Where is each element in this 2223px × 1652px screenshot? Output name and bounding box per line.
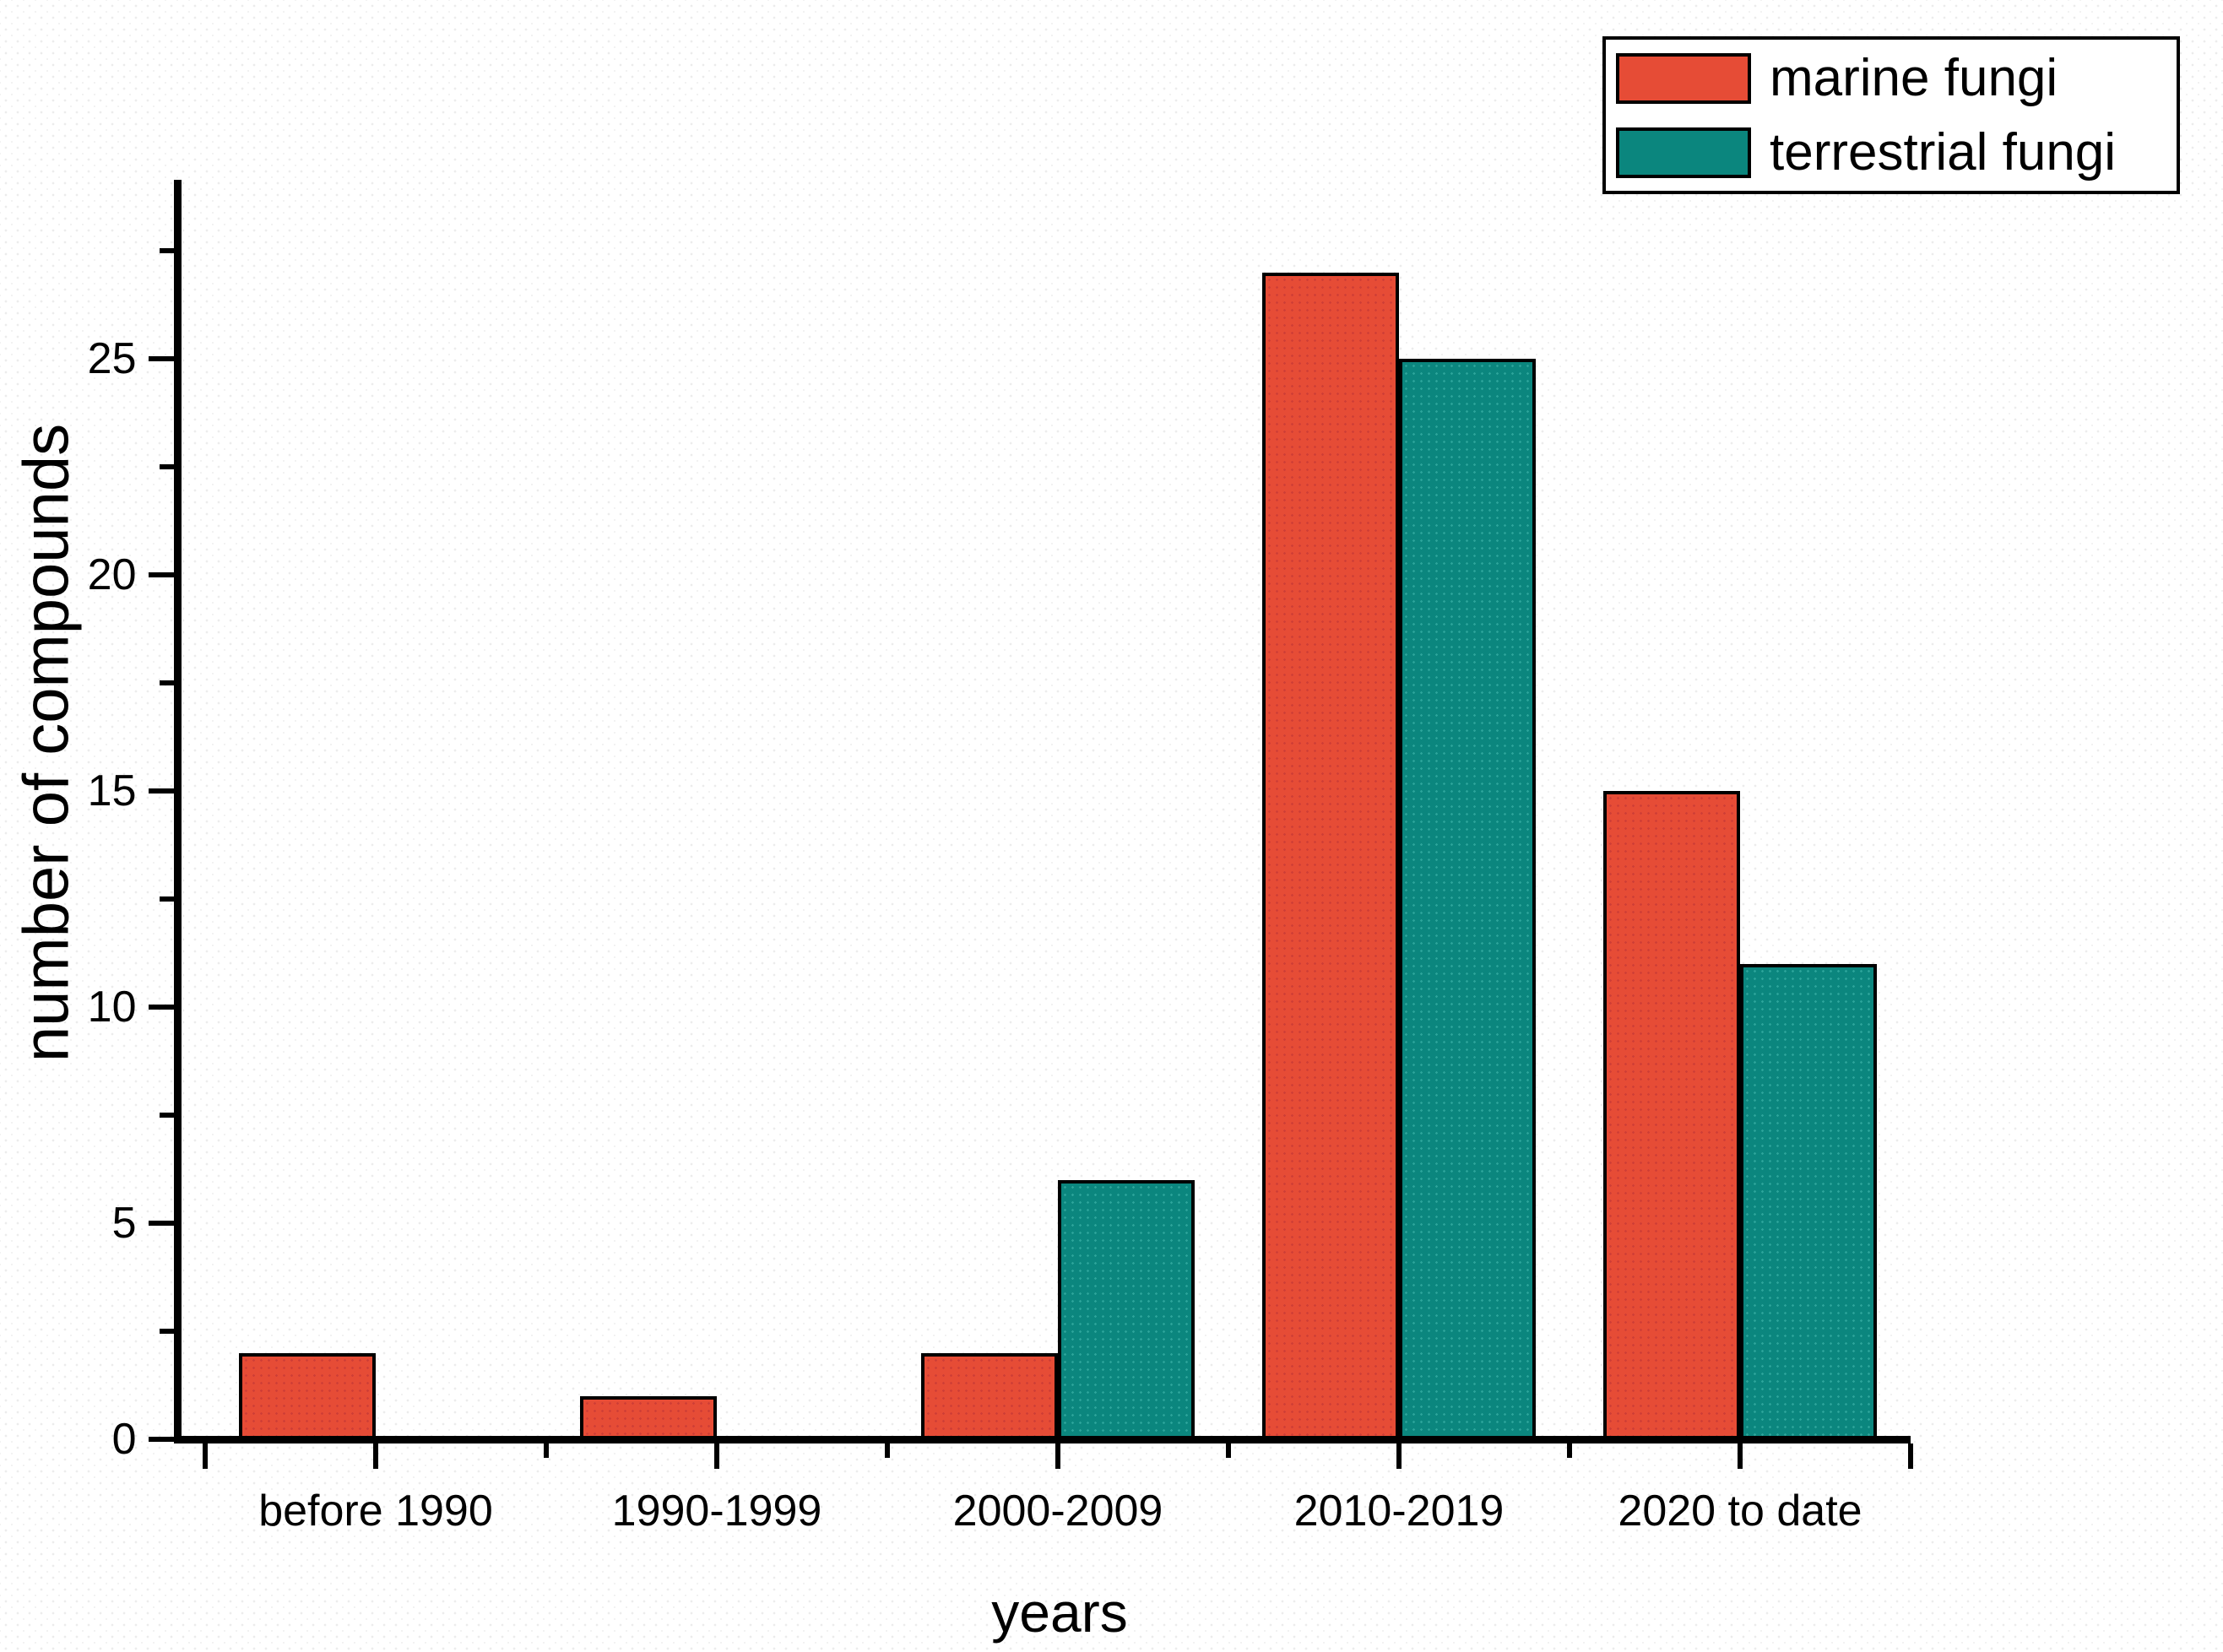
bar-terrestrial-fungi-2000-2009 xyxy=(1058,1180,1195,1439)
x-axis-minor-tick xyxy=(544,1443,549,1458)
y-axis-minor-tick xyxy=(159,1113,174,1118)
bar-terrestrial-fungi-2020-to-date xyxy=(1740,964,1877,1439)
x-axis-end-tick xyxy=(1908,1443,1913,1469)
y-tick-label: 10 xyxy=(87,983,137,1032)
y-axis-major-tick xyxy=(148,1005,174,1010)
bar-marine-fungi-2000-2009 xyxy=(921,1353,1058,1439)
x-tick-label: 2000-2009 xyxy=(952,1487,1163,1536)
x-tick-label: 2010-2019 xyxy=(1293,1487,1505,1536)
legend-item-marine-fungi: marine fungi xyxy=(1616,48,2177,107)
x-axis-major-tick xyxy=(1738,1443,1743,1469)
y-axis-minor-tick xyxy=(159,1329,174,1334)
x-axis-minor-tick xyxy=(1567,1443,1572,1458)
x-axis-major-tick xyxy=(1396,1443,1402,1469)
y-tick-label: 15 xyxy=(87,766,137,815)
x-axis-minor-tick xyxy=(885,1443,890,1458)
bar-marine-fungi-2020-to-date xyxy=(1603,791,1740,1439)
x-axis-minor-tick xyxy=(1226,1443,1231,1458)
y-axis-minor-tick xyxy=(159,680,174,685)
y-axis-major-tick xyxy=(148,788,174,794)
legend-label-marine-fungi: marine fungi xyxy=(1770,48,2058,107)
y-tick-label: 0 xyxy=(111,1415,137,1464)
x-axis-major-tick xyxy=(373,1443,378,1469)
y-tick-label: 25 xyxy=(87,334,137,383)
legend-label-terrestrial-fungi: terrestrial fungi xyxy=(1770,122,2117,181)
bar-terrestrial-fungi-2010-2019 xyxy=(1399,359,1536,1439)
x-axis-end-tick xyxy=(203,1443,208,1469)
y-axis-major-tick xyxy=(148,572,174,577)
x-tick-label: before 1990 xyxy=(258,1487,493,1536)
y-axis-line xyxy=(173,180,182,1443)
y-tick-label: 5 xyxy=(111,1199,137,1248)
x-axis-major-tick xyxy=(1055,1443,1060,1469)
bar-marine-fungi-2010-2019 xyxy=(1262,273,1399,1439)
x-axis-major-tick xyxy=(714,1443,719,1469)
y-axis-major-tick xyxy=(148,1437,174,1442)
y-axis-major-tick xyxy=(148,1221,174,1226)
y-axis-minor-tick xyxy=(159,896,174,902)
x-tick-label: 2020 to date xyxy=(1618,1487,1862,1536)
legend-swatch-marine-fungi xyxy=(1616,52,1751,104)
x-axis-title: years xyxy=(991,1581,1128,1644)
y-tick-label: 20 xyxy=(87,550,137,599)
y-axis-title: number of compounds xyxy=(10,423,83,1063)
bar-marine-fungi-1990-1999 xyxy=(580,1396,717,1439)
legend-swatch-terrestrial-fungi xyxy=(1616,127,1751,178)
bar-marine-fungi-before-1990 xyxy=(239,1353,376,1439)
y-axis-minor-tick xyxy=(159,248,174,253)
legend-item-terrestrial-fungi: terrestrial fungi xyxy=(1616,122,2177,181)
y-axis-major-tick xyxy=(148,356,174,361)
x-axis-line xyxy=(173,1435,1911,1443)
x-tick-label: 1990-1999 xyxy=(611,1487,822,1536)
y-axis-minor-tick xyxy=(159,464,174,469)
legend: marine fungi terrestrial fungi xyxy=(1602,36,2180,194)
